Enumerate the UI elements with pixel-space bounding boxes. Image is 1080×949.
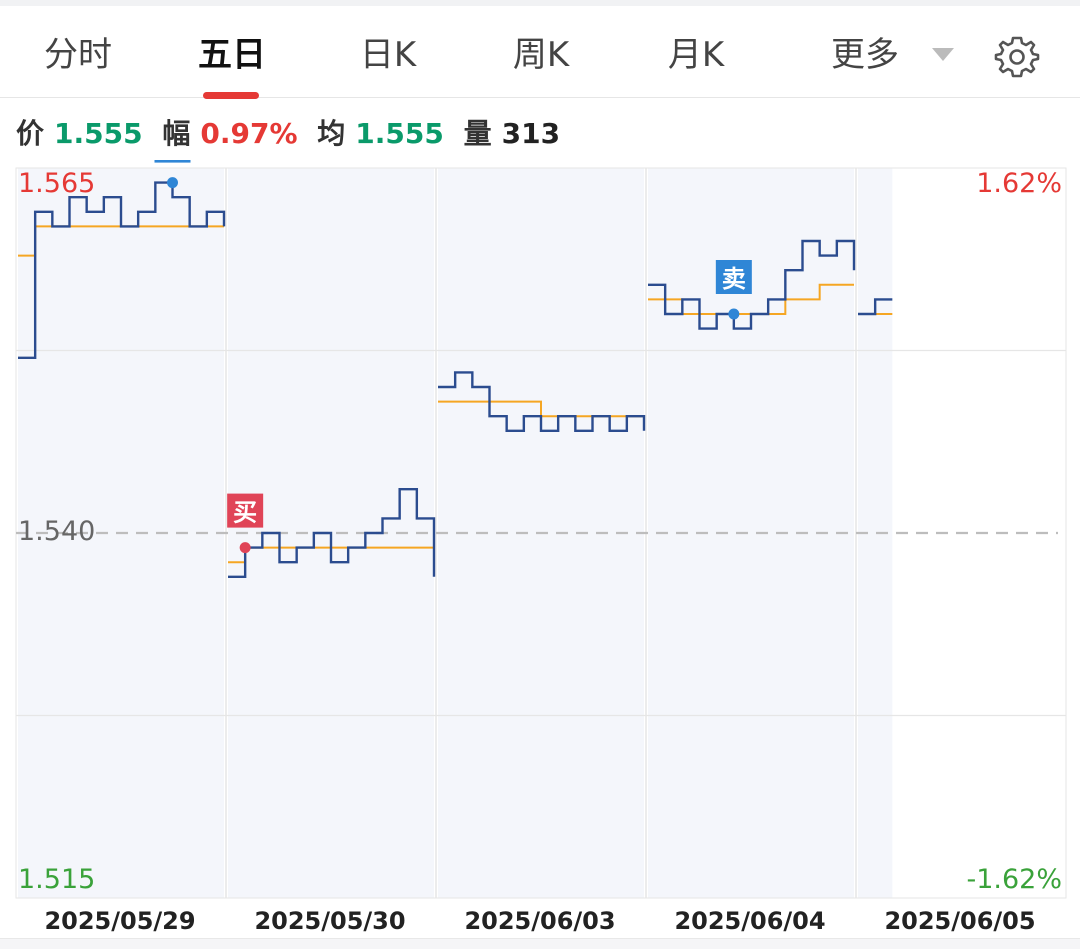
tab-intraday[interactable]: 分时 <box>44 35 112 75</box>
trade-mark-2: 买 <box>227 493 264 554</box>
tab-monthly-k[interactable]: 月K <box>667 35 725 75</box>
period-tab-bar: 分时 五日 日K 周K 月K 更多 <box>0 0 1080 99</box>
trade-dot <box>239 542 251 554</box>
chart-grid <box>15 167 1067 899</box>
price-value: 1.555 <box>54 117 143 150</box>
trade-badge-label: 买 <box>233 499 257 527</box>
trade-badge <box>715 260 752 294</box>
y-tick-right-bottom: -1.62% <box>966 864 1062 895</box>
y-tick-mid: 1.540 <box>18 516 95 547</box>
trade-mark-1: 卖 <box>154 160 191 189</box>
x-label-day-5: 2025/06/05 <box>884 907 1035 935</box>
bottom-divider <box>0 938 1080 949</box>
y-tick-top: 1.565 <box>18 168 95 199</box>
x-label-day-3: 2025/06/03 <box>464 907 615 935</box>
trade-marks: 卖买 卖 <box>154 160 752 554</box>
volume-label: 量 <box>463 117 492 150</box>
chart-lines <box>18 181 893 578</box>
active-tab-indicator <box>203 92 259 99</box>
five-day-chart[interactable]: 卖买 卖 1.565 1.540 1.515 1.62% -1.62% 2025/… <box>0 160 1080 940</box>
x-label-day-2: 2025/05/30 <box>254 907 405 935</box>
average-label: 均 <box>317 117 346 150</box>
trade-mark-3: 卖 <box>715 260 752 320</box>
change-value: 0.97% <box>200 117 298 150</box>
trade-badge <box>227 493 264 528</box>
y-tick-bottom: 1.515 <box>18 864 95 895</box>
trade-badge-label: 卖 <box>161 160 185 162</box>
chevron-down-icon[interactable] <box>932 48 954 61</box>
x-label-day-1: 2025/05/29 <box>44 907 195 935</box>
trade-dot <box>167 177 178 189</box>
trade-badge <box>154 160 191 163</box>
trade-dot <box>728 308 740 320</box>
gear-icon[interactable] <box>994 34 1040 80</box>
y-tick-right-top: 1.62% <box>976 168 1062 199</box>
avg-line-day-1 <box>18 225 224 257</box>
price-line-day-5 <box>858 298 893 316</box>
x-label-day-4: 2025/06/04 <box>674 907 825 935</box>
tab-five-day[interactable]: 五日 <box>198 35 266 75</box>
quote-summary: 价 1.555 幅 0.97% 均 1.555 量 313 <box>16 112 570 156</box>
tab-weekly-k[interactable]: 周K <box>512 35 570 75</box>
price-line-day-3 <box>438 371 646 432</box>
tab-daily-k[interactable]: 日K <box>359 35 417 75</box>
tab-more[interactable]: 更多 <box>831 35 899 75</box>
price-line-day-2 <box>228 488 436 578</box>
change-label: 幅 <box>162 117 191 150</box>
price-line-day-1 <box>18 181 226 360</box>
price-line-day-4 <box>648 239 856 330</box>
volume-value: 313 <box>501 117 561 150</box>
average-value: 1.555 <box>355 117 444 150</box>
trade-badge-label: 卖 <box>722 265 746 293</box>
price-label: 价 <box>16 117 45 150</box>
